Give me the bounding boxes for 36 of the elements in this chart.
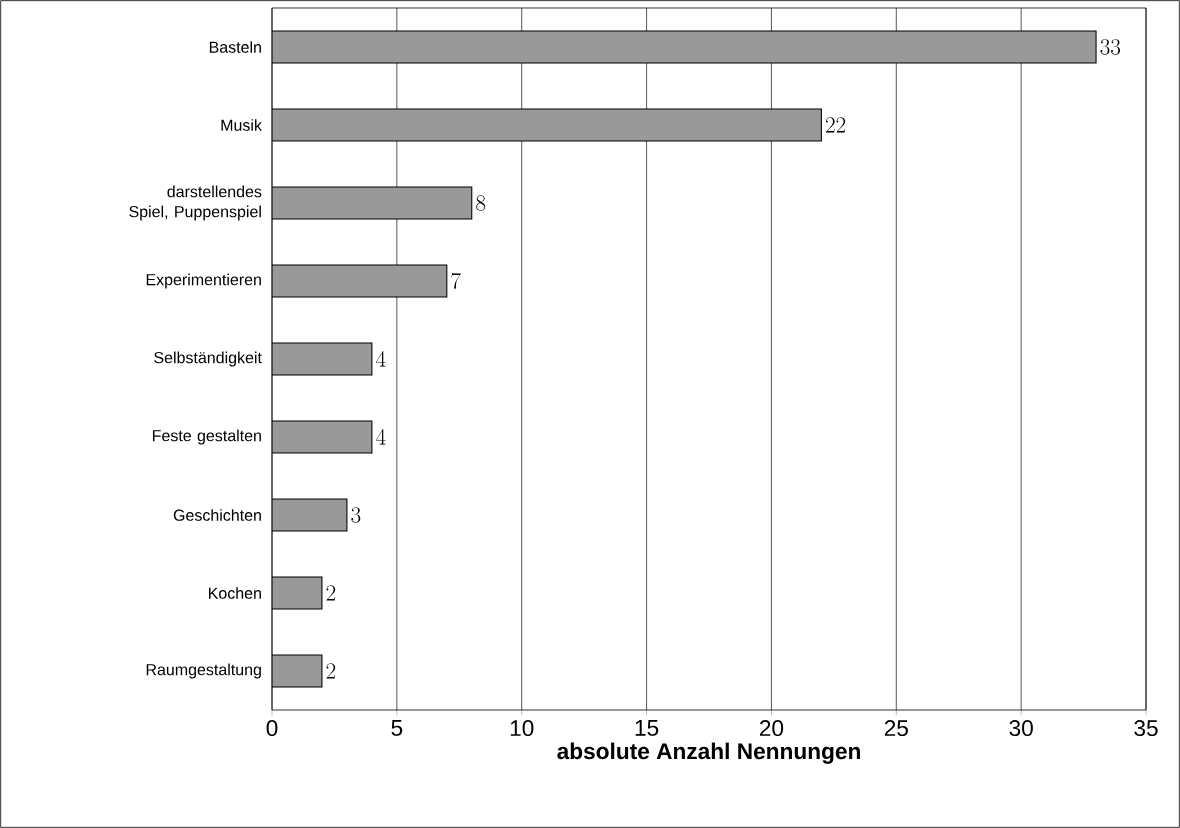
- data-label: 22: [825, 117, 846, 133]
- data-label: 7: [451, 272, 461, 289]
- x-tick-label: 0: [266, 720, 278, 737]
- y-tick-label: Feste gestalten: [152, 429, 261, 445]
- y-tick-label: Kochen: [209, 587, 261, 599]
- x-tick-label: 20: [759, 720, 784, 737]
- y-tick-label: darstellendes Spiel, Puppenspiel: [129, 185, 262, 221]
- x-tick-label: 30: [1009, 720, 1033, 737]
- bar: [272, 576, 323, 610]
- data-label: 8: [476, 195, 486, 211]
- x-tick-label: 5: [391, 720, 403, 736]
- y-tick-label: Basteln: [209, 41, 261, 53]
- bar: [272, 186, 473, 220]
- bar: [272, 108, 822, 142]
- y-tick-label: Geschichten: [173, 509, 261, 521]
- y-tick-label: Raumgestaltung: [146, 663, 261, 679]
- bar: [272, 498, 348, 532]
- bar: [272, 264, 448, 298]
- bar: [272, 420, 373, 454]
- bar: [272, 30, 1097, 64]
- data-label: 2: [326, 585, 336, 601]
- y-tick-label: Experimentieren: [146, 273, 261, 289]
- data-label: 4: [375, 429, 386, 445]
- x-axis-title: absolute Anzahl Nennungen: [557, 742, 860, 764]
- data-label: 33: [1100, 39, 1121, 55]
- y-tick-label: Selbständigkeit: [154, 351, 262, 367]
- data-label: 3: [351, 507, 361, 523]
- bar: [272, 342, 373, 376]
- y-tick-label: Musik: [221, 119, 262, 131]
- x-tick-label: 25: [884, 720, 908, 737]
- data-label: 2: [326, 663, 336, 679]
- x-tick-label: 15: [635, 720, 659, 736]
- bar: [272, 654, 323, 688]
- x-tick-label: 35: [1134, 720, 1158, 737]
- data-label: 4: [375, 351, 386, 367]
- x-tick-label: 10: [510, 720, 534, 737]
